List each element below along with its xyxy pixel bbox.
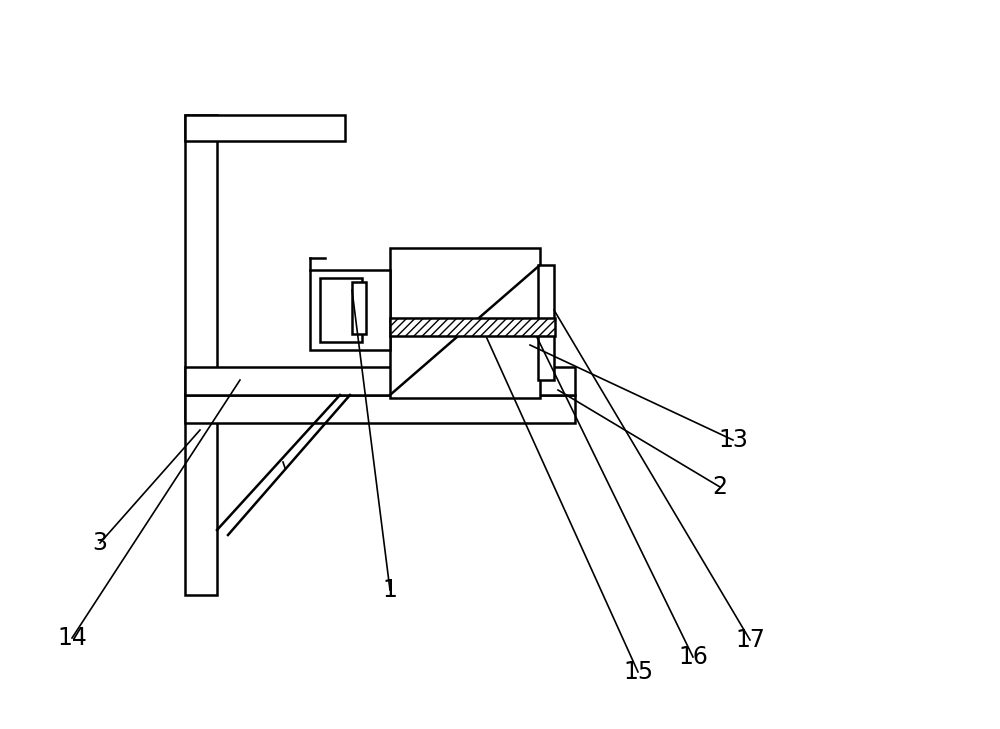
Text: 3: 3 (92, 531, 108, 555)
Bar (538, 265, 554, 380)
Bar (185, 395, 575, 423)
Bar (185, 115, 217, 595)
Text: 15: 15 (623, 660, 653, 684)
Text: 16: 16 (678, 645, 708, 669)
Text: 2: 2 (712, 475, 728, 499)
Bar (185, 367, 575, 395)
Bar (310, 270, 390, 350)
Text: 14: 14 (57, 626, 87, 650)
Text: 1: 1 (383, 578, 397, 602)
Bar (352, 282, 366, 334)
Text: 13: 13 (718, 428, 748, 452)
Bar (390, 318, 555, 336)
Text: 17: 17 (735, 628, 765, 652)
Bar (320, 278, 362, 342)
Bar (390, 248, 540, 398)
Bar (185, 115, 345, 141)
